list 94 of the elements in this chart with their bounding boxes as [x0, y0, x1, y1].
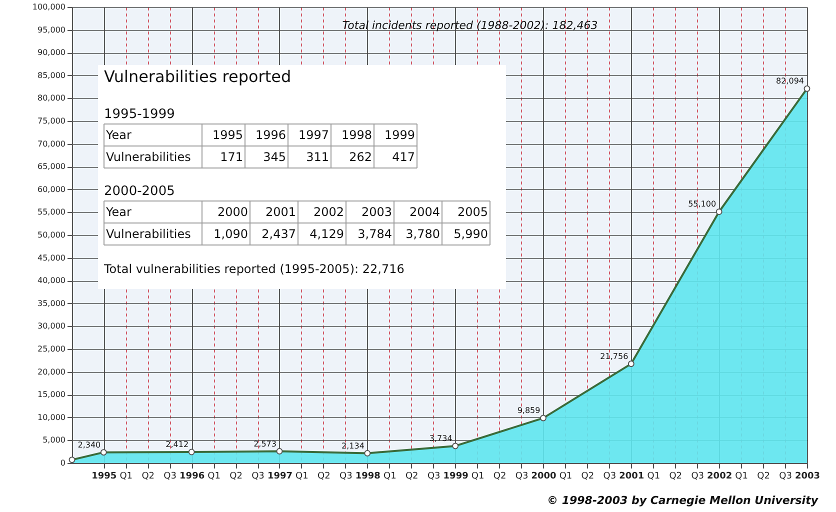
y-tick-label: 40,000 — [38, 276, 66, 286]
x-tick-label: Q1 — [559, 472, 572, 482]
annotation: 417 — [392, 150, 415, 164]
annotation: 1,090 — [214, 227, 248, 241]
data-label: 2,412 — [166, 440, 189, 449]
y-tick-label: 0 — [60, 458, 66, 468]
x-tick-label: 1997 — [267, 472, 293, 482]
y-tick-label: 45,000 — [38, 253, 66, 262]
x-tick-label: 1998 — [355, 472, 380, 482]
data-label: 9,859 — [517, 406, 540, 416]
annotation: 1997 — [298, 128, 329, 142]
annotation: Year — [105, 205, 132, 219]
annotation: 1999 — [384, 128, 415, 142]
x-tick-label: Q1 — [296, 472, 308, 482]
y-tick-label: 25,000 — [38, 344, 66, 354]
x-tick-label: Q1 — [120, 472, 133, 482]
x-tick-label: 2000 — [531, 472, 556, 482]
y-tick-label: 35,000 — [38, 298, 66, 308]
x-tick-label: 1995 — [92, 472, 117, 482]
annotation: 2,437 — [262, 227, 296, 241]
y-tick-label: 75,000 — [38, 116, 66, 126]
x-tick-label: 1996 — [180, 472, 205, 482]
x-tick-label: 1999 — [443, 472, 468, 482]
annotation: 1996 — [255, 128, 286, 142]
annotation: 262 — [349, 150, 372, 164]
annotation: 5,990 — [454, 227, 488, 241]
text: © 1998-2003 by Carnegie Mellon University — [547, 494, 819, 507]
x-tick-label: Q1 — [471, 472, 484, 482]
y-tick-label: 90,000 — [38, 48, 66, 58]
x-tick-label: Q3 — [164, 472, 176, 482]
annotation: 2002 — [313, 205, 344, 219]
x-tick-label: Q1 — [208, 472, 220, 482]
annotation: 3,780 — [406, 227, 440, 241]
data-label: 21,756 — [600, 352, 628, 361]
annotation: 2005 — [457, 205, 488, 219]
annotation: 3,784 — [358, 227, 392, 241]
x-tick-label: Q2 — [405, 472, 418, 482]
data-label: 3,734 — [429, 434, 452, 443]
annotation: 311 — [306, 150, 329, 164]
y-tick-label: 85,000 — [38, 70, 66, 80]
y-tick-label: 80,000 — [38, 94, 66, 103]
data-label: 2,573 — [254, 439, 276, 448]
data-label: 82,094 — [776, 76, 804, 86]
annotation: 2003 — [361, 205, 392, 219]
annotation: Vulnerabilities — [106, 227, 191, 241]
annotation: Vulnerabilities — [106, 150, 191, 164]
annotation: Year — [105, 128, 132, 142]
x-tick-label: Q1 — [647, 472, 660, 482]
y-tick-label: 60,000 — [38, 184, 66, 194]
x-tick-label: Q3 — [691, 472, 704, 482]
annotation: Vulnerabilities reported — [104, 67, 292, 86]
x-tick-label: Q2 — [318, 472, 330, 482]
x-tick-label: Q2 — [581, 472, 594, 482]
y-tick-label: 20,000 — [38, 367, 66, 376]
x-tick-label: Q2 — [757, 472, 770, 482]
x-tick-label: Q3 — [779, 472, 792, 482]
annotation: 2004 — [409, 205, 440, 219]
y-tick-label: 10,000 — [38, 412, 66, 422]
y-tick-label: 100,000 — [32, 2, 66, 12]
x-tick-label: Q2 — [230, 472, 242, 482]
x-tick-label: Q1 — [383, 472, 396, 482]
y-tick-label: 55,000 — [38, 208, 66, 217]
x-tick-label: 2003 — [794, 472, 820, 482]
x-tick-label: Q2 — [142, 472, 155, 482]
x-tick-label: Q1 — [735, 472, 748, 482]
annotation: 345 — [263, 150, 286, 164]
annotation: 4,129 — [310, 227, 344, 241]
x-tick-label: Q3 — [603, 472, 616, 482]
x-tick-label: Q3 — [427, 472, 440, 482]
data-label: 2,340 — [78, 440, 101, 450]
x-tick-label: 2002 — [707, 472, 732, 482]
y-tick-label: 50,000 — [38, 230, 66, 240]
x-tick-label: Q2 — [493, 472, 506, 482]
annotation: 1995-1999 — [104, 107, 175, 122]
data-label: 55,100 — [688, 200, 716, 209]
x-tick-label: Q2 — [669, 472, 682, 482]
annotation: 171 — [220, 150, 243, 164]
y-tick-label: 65,000 — [38, 162, 66, 172]
y-tick-label: 5,000 — [42, 436, 66, 445]
y-tick-label: 70,000 — [38, 139, 66, 148]
annotation: 1998 — [341, 128, 372, 142]
y-tick-label: 30,000 — [38, 322, 66, 331]
x-tick-label: Q3 — [515, 472, 528, 482]
annotation: 2000-2005 — [104, 184, 175, 199]
annotation: 2001 — [265, 205, 296, 219]
x-tick-label: Q3 — [340, 472, 352, 482]
y-tick-label: 95,000 — [38, 25, 66, 34]
x-tick-label: 2001 — [619, 472, 644, 482]
annotation: 1995 — [212, 128, 243, 142]
y-tick-label: 15,000 — [38, 390, 66, 400]
annotation: Total vulnerabilities reported (1995-2005): 22,716 — [103, 262, 404, 276]
annotation: 2000 — [217, 205, 248, 219]
x-tick-label: Q3 — [252, 472, 264, 482]
data-label: 2,134 — [342, 441, 364, 450]
